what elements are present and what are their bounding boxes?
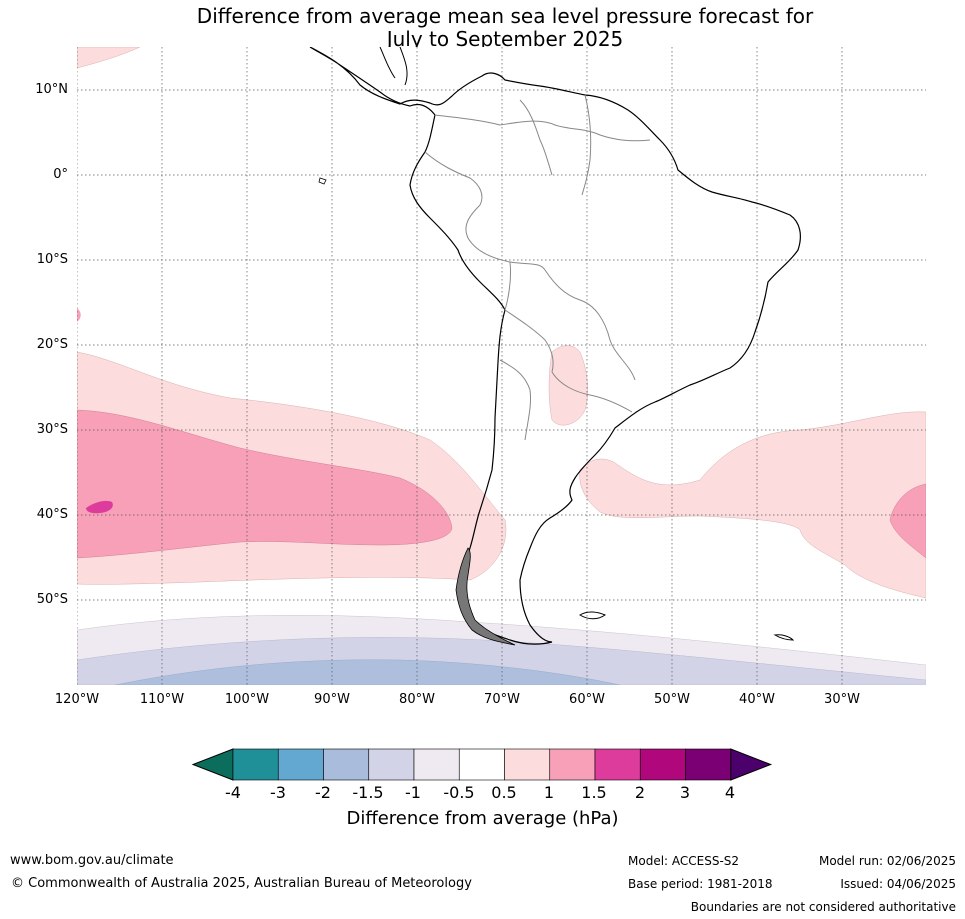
coastline-central-america xyxy=(379,47,408,86)
colorbar-segment xyxy=(323,748,370,781)
footer-copyright: © Commonwealth of Australia 2025, Austra… xyxy=(11,876,472,891)
colorbar-tick: 4 xyxy=(724,783,736,802)
colorbar-label: Difference from average (hPa) xyxy=(346,808,619,829)
colorbar-segment xyxy=(685,748,732,781)
colorbar-segment xyxy=(277,748,324,781)
colorbar-tick: -3 xyxy=(270,783,286,802)
colorbar-segment xyxy=(639,748,686,781)
anomaly-region-pink-atlantic xyxy=(579,411,926,599)
colorbar-tick: 3 xyxy=(679,783,691,802)
colorbar-segment xyxy=(594,748,641,781)
colorbar-segment xyxy=(504,748,551,781)
title-line-1: Difference from average mean sea level p… xyxy=(196,4,814,28)
lon-label-100w: 100°W xyxy=(224,692,270,707)
colorbar-tick: -1.5 xyxy=(352,783,384,802)
lon-label-30w: 30°W xyxy=(824,692,860,707)
colorbar-tick: 1.5 xyxy=(581,783,607,802)
lat-label-50s: 50°S xyxy=(36,592,68,607)
anomaly-region-pink-nw xyxy=(77,47,141,69)
colorbar-tick: -0.5 xyxy=(443,783,475,802)
colorbar-tick: 2 xyxy=(634,783,646,802)
lat-label-30s: 30°S xyxy=(36,422,68,437)
lat-label-10s: 10°S xyxy=(36,252,68,267)
lat-label-10n: 10°N xyxy=(35,82,68,97)
lat-label-40s: 40°S xyxy=(36,507,68,522)
colorbar-tick: -2 xyxy=(315,783,331,802)
colorbar-segment xyxy=(368,748,415,781)
colorbar-tick: -1 xyxy=(405,783,421,802)
footer-url[interactable]: www.bom.gov.au/climate xyxy=(10,853,174,868)
colorbar-segment xyxy=(413,748,460,781)
colorbar-tick: 1 xyxy=(543,783,555,802)
south-georgia xyxy=(773,634,795,641)
colorbar xyxy=(191,748,773,781)
lon-label-40w: 40°W xyxy=(739,692,775,707)
colorbar-segment xyxy=(458,748,505,781)
falkland-islands xyxy=(579,611,607,620)
colorbar-tick: -4 xyxy=(225,783,241,802)
lat-label-0: 0° xyxy=(53,167,68,182)
colorbar-segment xyxy=(549,748,596,781)
colorbar-extend-high xyxy=(730,748,773,781)
country-borders xyxy=(424,94,651,441)
anomaly-region-magenta-pacific xyxy=(86,500,113,514)
coastline-south-america xyxy=(309,47,801,645)
lon-label-80w: 80°W xyxy=(399,692,435,707)
footer-model-run: Model run: 02/06/2025 xyxy=(818,854,956,868)
title-line-2: July to September 2025 xyxy=(386,27,624,51)
chile-archipelago xyxy=(455,547,516,646)
lon-label-110w: 110°W xyxy=(139,692,185,707)
footer-disclaimer: Boundaries are not considered authoritat… xyxy=(690,900,956,914)
anomaly-region-pink-inland xyxy=(548,345,588,426)
colorbar-segment xyxy=(232,748,279,781)
lon-label-90w: 90°W xyxy=(314,692,350,707)
anomaly-region-midpink-atlantic xyxy=(889,483,926,559)
lon-label-120w: 120°W xyxy=(54,692,100,707)
anomaly-region-pink-west-edge xyxy=(77,308,81,322)
colorbar-extend-low xyxy=(191,748,234,781)
lon-label-70w: 70°W xyxy=(484,692,520,707)
colorbar-tick: 0.5 xyxy=(491,783,517,802)
lat-label-20s: 20°S xyxy=(36,337,68,352)
anomaly-region-blue-grey xyxy=(114,659,621,685)
lon-label-60w: 60°W xyxy=(569,692,605,707)
footer-model: Model: ACCESS-S2 xyxy=(628,854,740,868)
footer-issued: Issued: 04/06/2025 xyxy=(840,877,956,891)
footer-base-period: Base period: 1981-2018 xyxy=(628,877,773,891)
lon-label-50w: 50°W xyxy=(654,692,690,707)
anomaly-region-midpink-pacific xyxy=(77,409,453,559)
galapagos-islands xyxy=(318,177,327,185)
